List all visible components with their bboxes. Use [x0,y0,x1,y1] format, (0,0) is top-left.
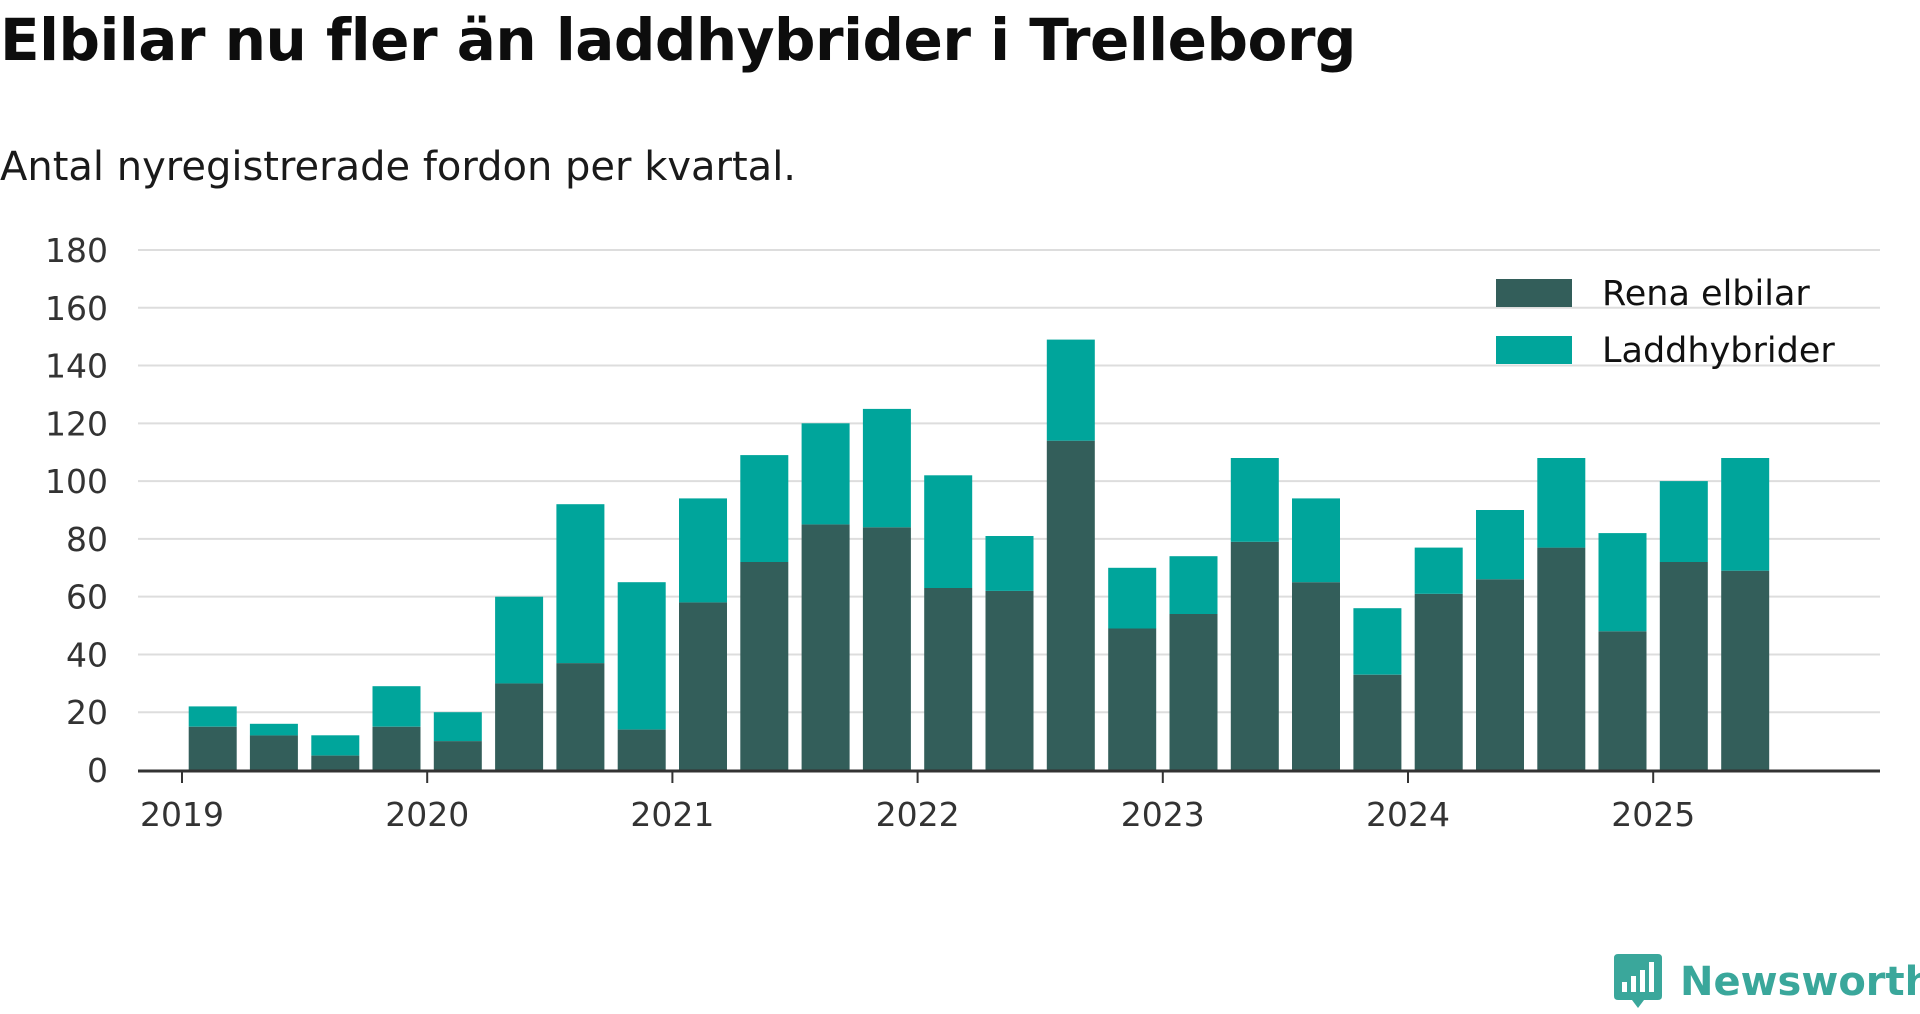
bar-rena-elbilar [801,524,850,770]
y-tick-label: 120 [45,404,108,443]
y-tick-label: 180 [45,231,108,270]
bar-laddhybrider [862,408,911,528]
legend-label: Laddhybrider [1602,331,1835,371]
chart-subtitle: Antal nyregistrerade fordon per kvartal. [0,144,797,190]
bar-laddhybrider [1721,458,1770,571]
y-tick-label: 100 [45,462,108,501]
bar-laddhybrider [249,723,298,736]
y-axis-tick-labels: 0 20 40 60 80 100 120 140 160 180 [45,231,108,790]
bar-rena-elbilar [1046,440,1095,770]
bar-laddhybrider [1353,608,1402,675]
bar-rena-elbilar [372,726,421,770]
x-tick-label: 2021 [630,795,714,834]
x-tick-label: 2019 [140,795,224,834]
bar-laddhybrider [924,475,973,588]
bar-rena-elbilar [1537,547,1586,770]
x-tick-label: 2022 [876,795,960,834]
bar-laddhybrider [617,582,666,730]
bar-rena-elbilar [495,683,544,770]
bar-laddhybrider [1230,458,1279,542]
bar-laddhybrider [985,536,1034,591]
legend: Rena elbilar Laddhybrider [1496,274,1835,371]
bar-rena-elbilar [1476,579,1524,770]
bar-laddhybrider [433,712,482,742]
bar-laddhybrider [556,504,605,664]
bar-rena-elbilar [1721,570,1770,770]
x-tick-label: 2025 [1611,795,1695,834]
bar-laddhybrider [801,423,850,525]
bar-laddhybrider [1292,498,1340,583]
bar-laddhybrider [188,706,237,727]
y-tick-label: 160 [45,289,108,328]
bar-laddhybrider [1169,556,1218,614]
x-tick-label: 2020 [385,795,469,834]
bar-rena-elbilar [556,663,605,770]
bar-laddhybrider [1414,547,1463,594]
y-tick-label: 140 [45,347,108,386]
legend-swatch [1496,336,1572,364]
bar-rena-elbilar [1353,674,1402,770]
bar-rena-elbilar [1230,541,1279,770]
y-tick-label: 40 [66,635,108,674]
bar-laddhybrider [1108,567,1157,629]
brand-logo: Newsworthy [1612,950,1920,1014]
bar-rena-elbilar [1659,562,1708,770]
bar-laddhybrider [495,596,544,684]
x-axis [138,769,1880,783]
bar-rena-elbilar [1414,593,1463,770]
legend-swatch [1496,279,1572,307]
bar-laddhybrider [1537,458,1586,548]
bar-rena-elbilar [1108,628,1157,770]
bar-rena-elbilar [433,741,482,770]
x-tick-label: 2024 [1366,795,1450,834]
bar-laddhybrider [740,455,789,562]
bar-laddhybrider [1598,533,1647,632]
bar-rena-elbilar [1292,582,1340,770]
bar-rena-elbilar [862,527,911,770]
bar-rena-elbilar [924,588,973,770]
y-tick-label: 80 [66,520,108,559]
bar-laddhybrider [1046,339,1095,441]
bar-chart-speech-bubble-icon [1614,954,1662,1008]
bar-rena-elbilar [1169,614,1218,770]
bars [188,339,1770,770]
bar-laddhybrider [679,498,727,603]
legend-label: Rena elbilar [1602,274,1810,314]
bar-rena-elbilar [188,726,237,770]
bar-laddhybrider [372,686,421,727]
y-tick-label: 60 [66,578,108,617]
bar-rena-elbilar [249,735,298,770]
bar-laddhybrider [311,735,360,756]
chart-title: Elbilar nu fler än laddhybrider i Trelle… [0,6,1356,74]
bar-rena-elbilar [679,602,727,770]
bar-rena-elbilar [1598,631,1647,770]
bar-laddhybrider [1476,510,1524,580]
y-tick-label: 20 [66,693,108,732]
bar-rena-elbilar [740,562,789,770]
x-axis-tick-labels: 2019 2020 2021 2022 2023 2024 2025 [140,795,1695,834]
x-tick-label: 2023 [1121,795,1205,834]
bar-laddhybrider [1659,481,1708,562]
brand-name: Newsworthy [1680,959,1920,1005]
bar-rena-elbilar [311,755,360,770]
bar-rena-elbilar [985,590,1034,770]
bar-rena-elbilar [617,729,666,770]
y-tick-label: 0 [87,751,108,790]
